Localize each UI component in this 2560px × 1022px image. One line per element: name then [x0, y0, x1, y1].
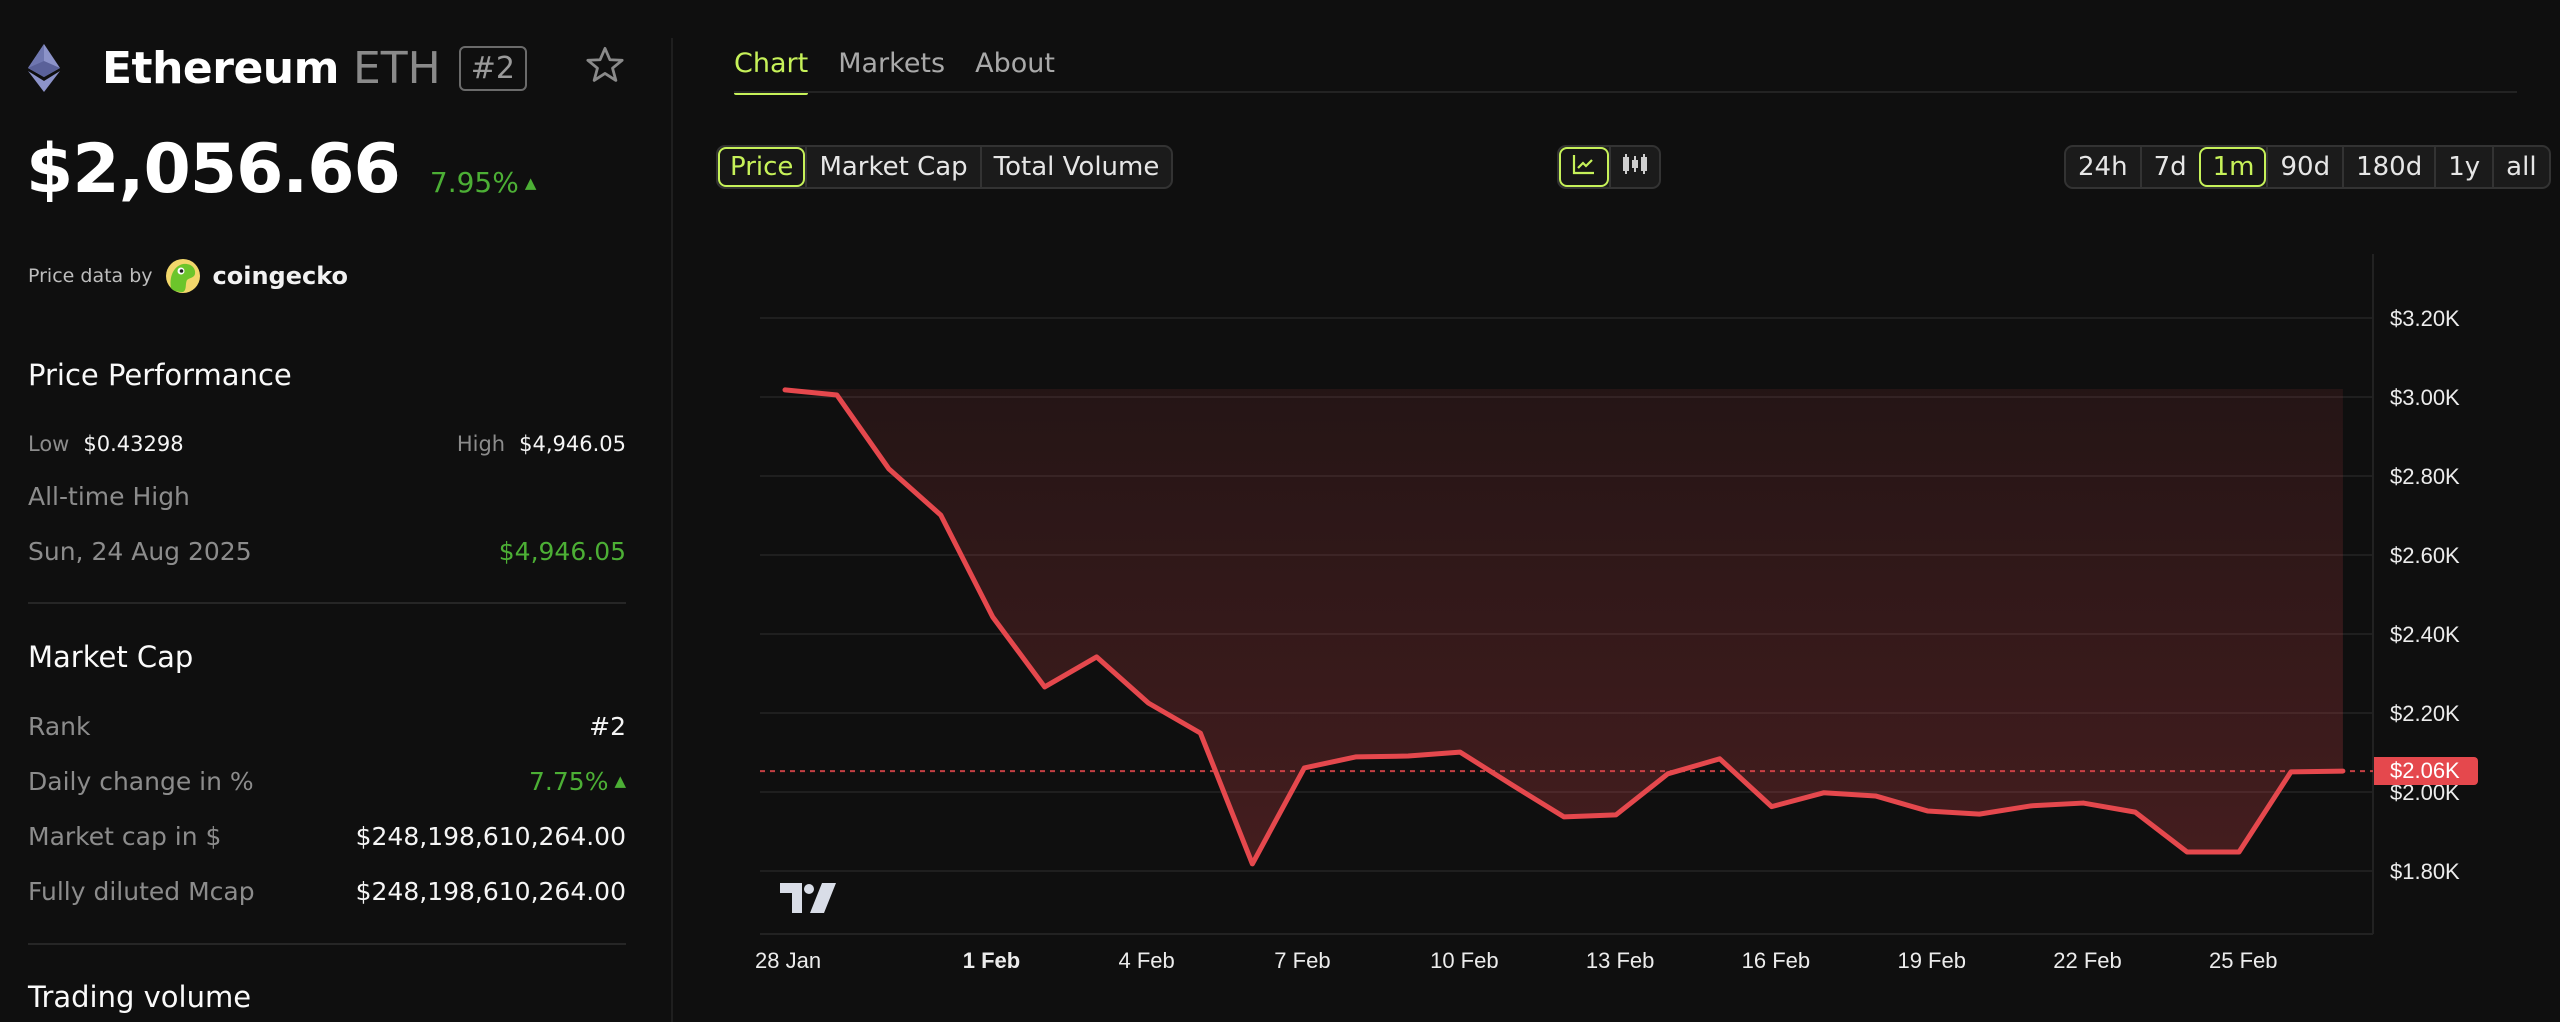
current-price: $2,056.66 [26, 130, 401, 209]
y-axis-label: $2.60K [2390, 543, 2460, 568]
ethereum-icon [28, 40, 84, 96]
low-high-row: Low $0.43298 High $4,946.05 [28, 432, 626, 456]
fdv-row: Fully diluted Mcap $248,198,610,264.00 [28, 877, 626, 906]
market-cap-row: Market cap in $ $248,198,610,264.00 [28, 822, 626, 851]
rank-value: #2 [589, 712, 626, 741]
ath-date: Sun, 24 Aug 2025 [28, 537, 252, 566]
rank-badge: #2 [458, 45, 527, 91]
candlestick-button[interactable] [1609, 147, 1659, 187]
x-axis-label: 28 Jan [755, 948, 822, 973]
market-cap-label: Market cap in $ [28, 822, 222, 851]
coin-info-panel: Ethereum ETH #2 $2,056.66 7.95% ▲ Price d… [0, 0, 660, 1022]
rank-label: Rank [28, 712, 91, 741]
price-row: $2,056.66 7.95% ▲ [26, 130, 536, 209]
tradingview-logo-icon[interactable] [780, 883, 838, 913]
ath-value: $4,946.05 [498, 537, 626, 566]
rank-row: Rank #2 [28, 712, 626, 741]
coin-name: Ethereum [102, 42, 339, 94]
trading-volume-title: Trading volume [28, 980, 252, 1014]
range-24h[interactable]: 24h [2078, 152, 2128, 182]
tab-chart[interactable]: Chart [734, 48, 809, 95]
main-tabs: Chart Markets About [734, 48, 1055, 95]
daily-change-value: 7.75% ▲ [529, 767, 626, 796]
range-1m[interactable]: 1m [2198, 147, 2267, 187]
provider-name: coingecko [212, 262, 349, 290]
current-price-tag: $2.06K [2374, 757, 2478, 785]
daily-change-label: Daily change in % [28, 767, 254, 796]
up-arrow-icon: ▲ [614, 772, 626, 790]
coin-symbol: ETH [352, 42, 441, 94]
price-performance-title: Price Performance [28, 358, 292, 392]
range-all[interactable]: all [2492, 147, 2548, 187]
ath-label-row: All-time High [28, 482, 626, 511]
tab-about[interactable]: About [975, 48, 1055, 79]
divider [28, 943, 626, 945]
market-cap-title: Market Cap [28, 640, 194, 674]
panel-divider [671, 38, 673, 1022]
y-axis-label: $2.80K [2390, 464, 2460, 489]
tabs-underline [734, 91, 2517, 93]
range-180d[interactable]: 180d [2342, 147, 2434, 187]
y-axis-label: $2.40K [2390, 622, 2460, 647]
low-label: Low [28, 432, 70, 456]
chart-metric-toggle: Price Market Cap Total Volume [716, 145, 1174, 189]
x-axis-label: 7 Feb [1274, 948, 1331, 973]
x-axis-label: 1 Feb [962, 948, 1021, 973]
x-axis-label: 13 Feb [1585, 948, 1655, 973]
range-1y[interactable]: 1y [2434, 147, 2492, 187]
chart-style-toggle [1557, 145, 1661, 189]
total-volume-button[interactable]: Total Volume [979, 147, 1172, 187]
daily-change-text: 7.75% [529, 767, 609, 796]
x-axis-label: 16 Feb [1741, 948, 1811, 973]
coingecko-icon [165, 258, 201, 294]
daily-change-row: Daily change in % 7.75% ▲ [28, 767, 626, 796]
x-axis-label: 10 Feb [1430, 948, 1499, 973]
price-change: 7.95% ▲ [430, 166, 537, 199]
y-axis-label: $2.20K [2390, 701, 2460, 726]
tab-markets[interactable]: Markets [838, 48, 946, 79]
price-change-value: 7.95% [429, 166, 519, 199]
range-90d[interactable]: 90d [2266, 147, 2342, 187]
candlestick-icon [1622, 152, 1648, 182]
high-value: $4,946.05 [519, 432, 626, 456]
coin-header: Ethereum ETH #2 [28, 40, 527, 96]
market-cap-button[interactable]: Market Cap [805, 147, 979, 187]
line-chart-icon [1572, 152, 1596, 182]
range-7d[interactable]: 7d [2139, 147, 2199, 187]
y-axis-label: $3.20K [2390, 306, 2460, 331]
x-axis-label: 19 Feb [1897, 948, 1966, 973]
time-range-selector: 24h 7d 1m 90d 180d 1y all [2064, 145, 2551, 189]
price-attribution[interactable]: Price data by coingecko [28, 258, 348, 294]
up-arrow-icon: ▲ [524, 174, 537, 192]
x-axis-label: 25 Feb [2209, 948, 2278, 973]
y-axis-label: $3.00K [2390, 385, 2460, 410]
y-axis-label: $1.80K [2390, 859, 2460, 884]
x-axis-label: 22 Feb [2053, 948, 2122, 973]
price-button[interactable]: Price [718, 147, 806, 187]
fdv-label: Fully diluted Mcap [28, 877, 255, 906]
market-cap-value: $248,198,610,264.00 [355, 822, 626, 851]
high-label: High [456, 432, 506, 456]
star-icon[interactable] [584, 44, 626, 86]
attribution-label: Price data by [28, 265, 153, 287]
fdv-value: $248,198,610,264.00 [355, 877, 626, 906]
y-axis-label: $2.00K [2390, 780, 2460, 805]
ath-row: Sun, 24 Aug 2025 $4,946.05 [28, 537, 626, 566]
line-chart-button[interactable] [1559, 147, 1609, 187]
low-value: $0.43298 [83, 432, 184, 456]
x-axis-label: 4 Feb [1118, 948, 1175, 973]
ath-label: All-time High [28, 482, 190, 511]
divider [28, 602, 626, 604]
